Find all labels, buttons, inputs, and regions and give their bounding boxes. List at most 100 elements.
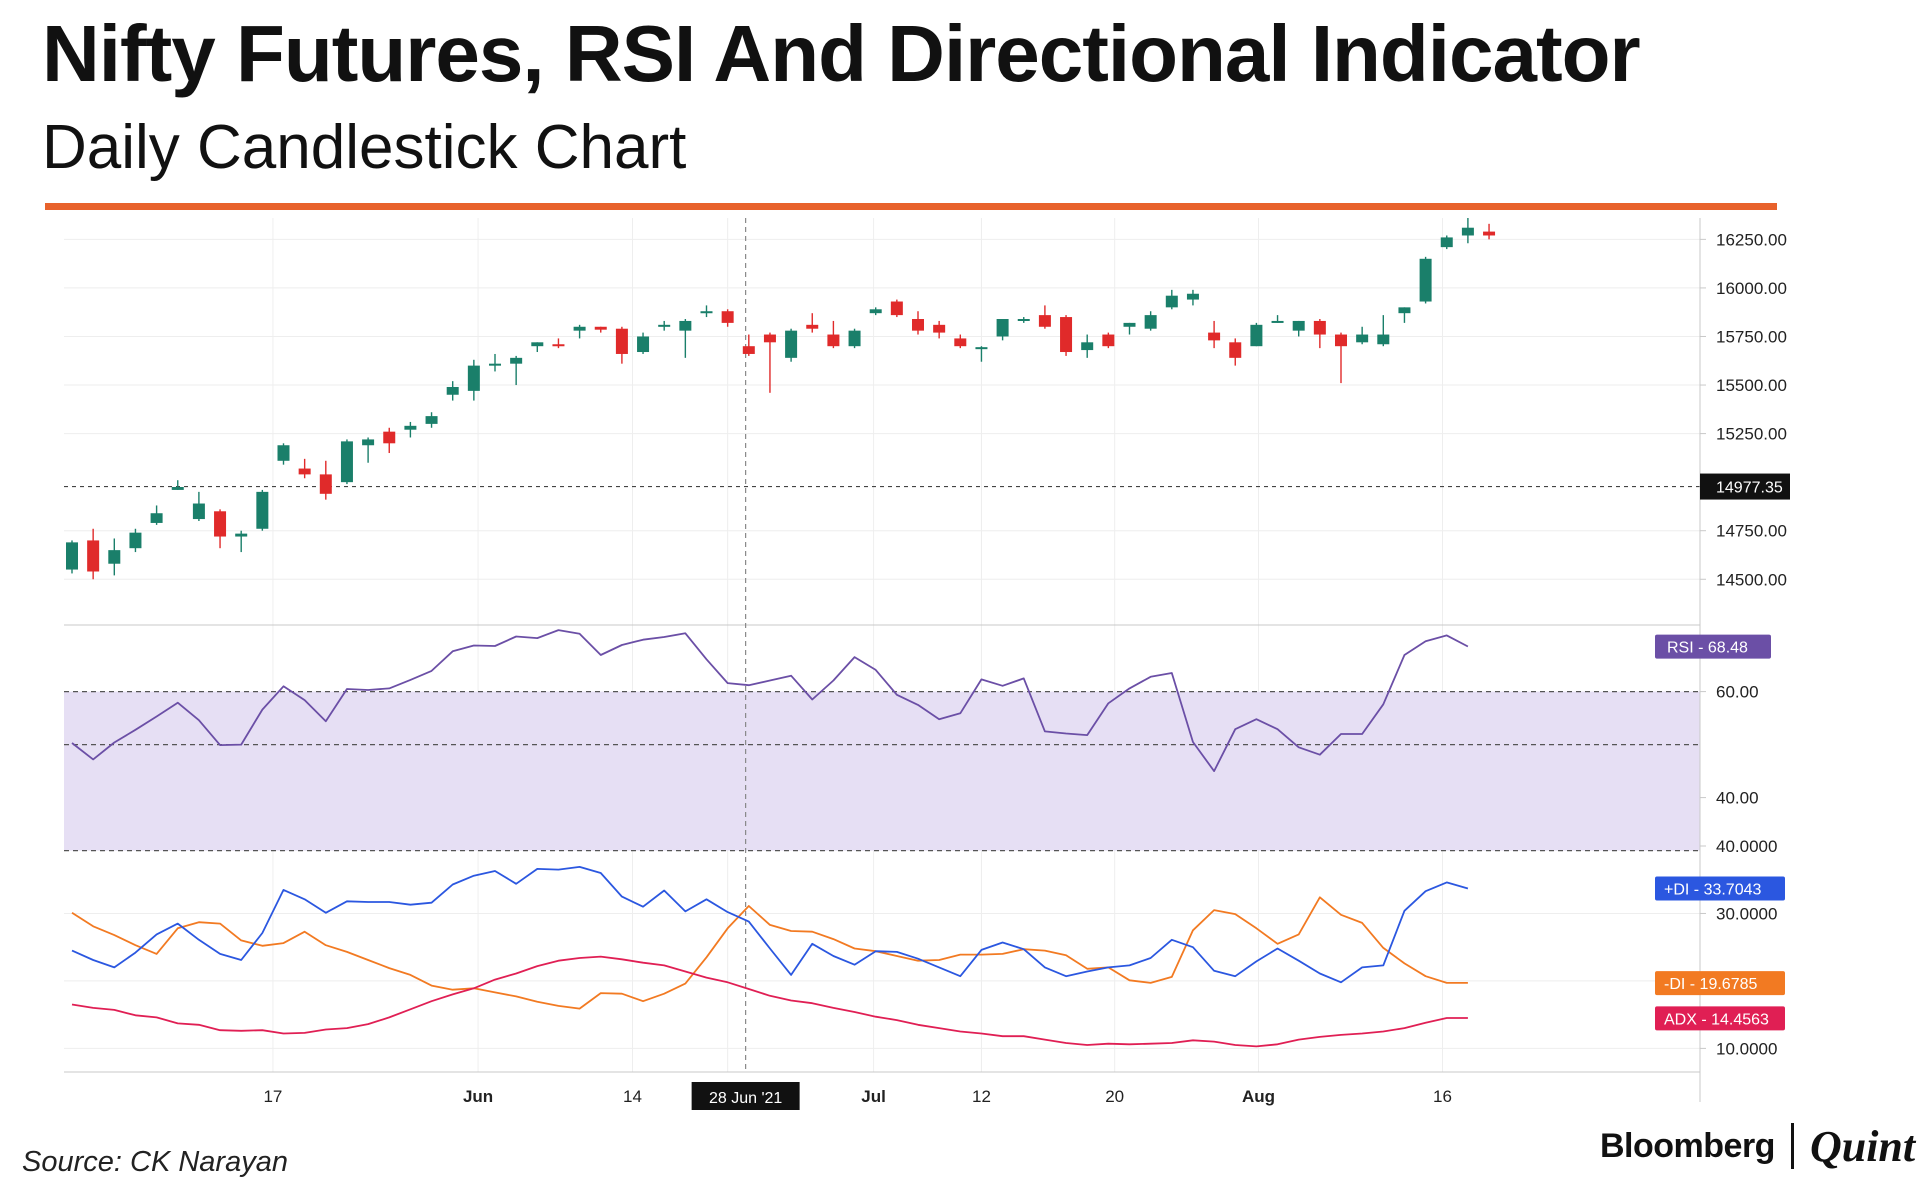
price-tick-label: 14500.00 [1716, 570, 1787, 589]
candle-body [510, 357, 523, 364]
rsi-line [71, 629, 1469, 772]
candle-body [573, 326, 586, 331]
candle-body [1186, 293, 1199, 300]
logo-bloomberg: Bloomberg [1600, 1126, 1775, 1165]
minus-di-badge [1655, 971, 1785, 996]
candle-body [1292, 320, 1305, 331]
candle-body [869, 309, 882, 314]
candle-body [1335, 334, 1347, 347]
axis-labels: 16250.00 16000.00 15750.00 15500.00 15250.00… [263, 230, 1790, 1110]
crosshair-date-badge [691, 1082, 800, 1110]
x-tick-label: Aug [1242, 1087, 1275, 1106]
minus-di-line [71, 896, 1468, 1010]
candle-body [129, 532, 142, 549]
indicator-lines [71, 629, 1469, 1048]
price-badge [1700, 473, 1790, 500]
x-tick-label: 20 [1105, 1087, 1124, 1106]
candle-body [1356, 334, 1369, 343]
candle-body [108, 550, 121, 564]
price-tick-label: 15750.00 [1716, 327, 1787, 346]
candle-body [1081, 342, 1094, 351]
rsi-badge-label: RSI - 68.48 [1667, 640, 1748, 657]
axes-layer [64, 218, 1706, 1102]
publisher-logo: Bloomberg Quint [1600, 1118, 1915, 1174]
candle-body [721, 311, 734, 323]
candle-body [171, 487, 184, 490]
chart-subtitle: Daily Candlestick Chart [42, 113, 687, 182]
candle-body [340, 441, 353, 483]
candle-body [256, 491, 269, 529]
candle-body [1165, 295, 1178, 308]
adx-badge [1655, 1006, 1785, 1031]
candle-body [785, 330, 798, 358]
candle-body [594, 326, 607, 330]
candle-body [552, 344, 565, 347]
candle-body [467, 365, 480, 391]
candle-body [890, 301, 903, 316]
candle-body [1102, 334, 1115, 347]
candle-body [235, 533, 248, 537]
candle-body [975, 347, 988, 350]
candle-body [192, 503, 205, 520]
rsi-tick-label: 60.00 [1716, 683, 1759, 702]
candle-body [319, 474, 332, 494]
chart-area: 16250.00 16000.00 15750.00 15500.00 15250.00… [64, 218, 1790, 1110]
x-tick-label: 16 [1433, 1087, 1452, 1106]
candle-body [1377, 334, 1390, 345]
candle-body [1017, 319, 1030, 321]
rsi-band [64, 691, 1700, 851]
plus-di-badge [1655, 876, 1785, 901]
candle-body [1208, 332, 1221, 341]
dmi-tick-label: 40.0000 [1716, 837, 1777, 856]
x-tick-label: 12 [972, 1087, 991, 1106]
candle-body [87, 540, 100, 572]
price-tick-label: 16000.00 [1716, 279, 1787, 298]
candle-body [806, 324, 819, 329]
candle-body [912, 319, 924, 331]
x-tick-label: 14 [623, 1087, 642, 1106]
candle-body [658, 324, 671, 327]
candle-body [827, 334, 840, 347]
logo-quint: Quint [1809, 1121, 1916, 1171]
candle-body [1419, 258, 1432, 302]
candle-body [489, 363, 501, 366]
candle-body [531, 342, 544, 347]
adx-line [71, 955, 1468, 1048]
candle-body [1060, 317, 1073, 353]
logo-separator [1790, 1123, 1794, 1169]
adx-badge-label: ADX - 14.4563 [1664, 1011, 1769, 1028]
candle-body [446, 386, 459, 395]
candle-body [1398, 307, 1411, 314]
rsi-band-layer [64, 218, 1700, 1072]
candle-body [1271, 320, 1284, 323]
candle-body [700, 311, 713, 314]
candle-body [763, 334, 776, 343]
candle-body [298, 468, 311, 475]
candle-body [1123, 322, 1136, 327]
candle-body [383, 431, 396, 444]
dmi-tick-label: 10.0000 [1716, 1039, 1777, 1058]
candle-body [933, 324, 946, 333]
candle-body [1229, 342, 1242, 358]
source-note: Source: CK Narayan [22, 1146, 288, 1178]
candle-body [277, 445, 290, 461]
candle-body [214, 511, 227, 537]
candle-body [425, 416, 438, 424]
candle-body [404, 425, 417, 430]
candle-body [1250, 324, 1263, 347]
title-rule [45, 203, 1777, 210]
x-tick-label: 17 [263, 1087, 282, 1106]
candle-body [1440, 237, 1453, 248]
candle-body [1461, 227, 1474, 236]
price-tick-label: 16250.00 [1716, 230, 1787, 249]
crosshair-date-label: 28 Jun '21 [709, 1090, 782, 1107]
candle-body [615, 328, 628, 354]
minus-di-badge-label: -DI - 19.6785 [1664, 976, 1757, 993]
candle-body [1483, 231, 1496, 236]
rsi-tick-label: 40.00 [1716, 789, 1759, 808]
candle-body [679, 320, 692, 331]
x-tick-label: Jun [463, 1087, 493, 1106]
price-tick-label: 14750.00 [1716, 522, 1787, 541]
dmi-tick-label: 30.0000 [1716, 904, 1777, 923]
candle-body [848, 330, 861, 347]
